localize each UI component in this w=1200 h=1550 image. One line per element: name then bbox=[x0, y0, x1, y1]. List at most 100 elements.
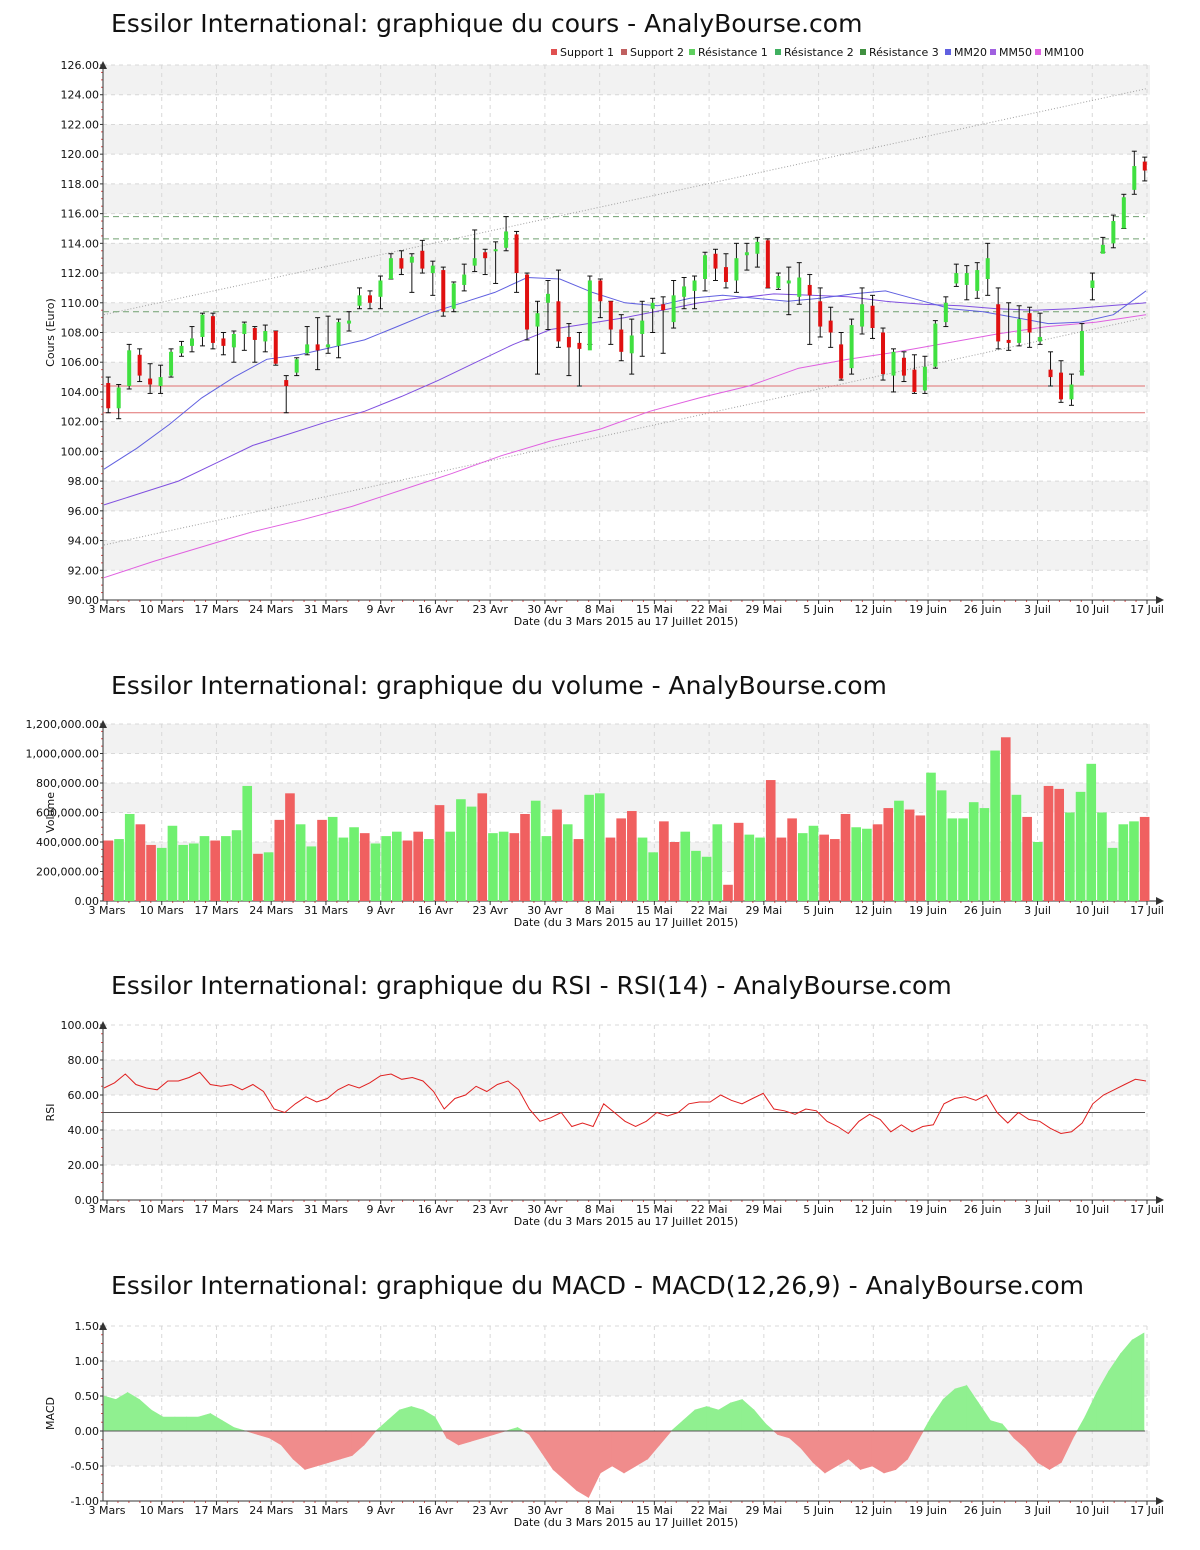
volume-bar bbox=[627, 811, 637, 901]
macd-area bbox=[954, 1385, 968, 1432]
macd-xtick-label: 31 Mars bbox=[304, 1504, 348, 1517]
macd-area bbox=[1131, 1332, 1145, 1432]
rsi-chart-title: Essilor International: graphique du RSI … bbox=[111, 971, 952, 1000]
candle-body bbox=[891, 351, 896, 376]
candle-body bbox=[284, 380, 289, 386]
price-xtick-label: 29 Mai bbox=[745, 603, 782, 616]
candle-body bbox=[1079, 331, 1084, 376]
candle-body bbox=[388, 258, 393, 279]
candle-body bbox=[828, 320, 833, 333]
price-xtick-label: 17 Mars bbox=[194, 603, 238, 616]
volume-x-axis-label: Date (du 3 Mars 2015 au 17 Juillet 2015) bbox=[514, 916, 738, 929]
candle-body bbox=[148, 378, 153, 385]
rsi-xtick-label: 23 Avr bbox=[472, 1203, 508, 1216]
candle-body bbox=[587, 280, 592, 351]
volume-bar bbox=[947, 818, 958, 901]
candle-body bbox=[849, 325, 854, 369]
trend-upper-line bbox=[103, 88, 1147, 316]
volume-xtick-label: 17 Mars bbox=[194, 904, 238, 917]
macd-xtick-label: 17 Juil bbox=[1130, 1504, 1164, 1517]
macd-area bbox=[718, 1402, 731, 1432]
volume-ytick-label: 600,000.00 bbox=[36, 807, 99, 820]
price-xtick-label: 24 Mars bbox=[249, 603, 293, 616]
price-xtick-label: 3 Juil bbox=[1024, 603, 1051, 616]
candle-body bbox=[807, 284, 812, 296]
macd-area bbox=[694, 1406, 708, 1432]
volume-bar bbox=[189, 843, 199, 901]
price-ytick-label: 96.00 bbox=[68, 505, 100, 518]
candle-body bbox=[786, 280, 791, 284]
volume-bar bbox=[1118, 824, 1129, 901]
macd-area bbox=[328, 1430, 341, 1463]
price-band bbox=[103, 362, 1150, 392]
candle-body bbox=[106, 383, 111, 409]
volume-bar bbox=[968, 802, 979, 901]
macd-area bbox=[552, 1430, 566, 1481]
price-ytick-label: 126.00 bbox=[61, 59, 100, 72]
volume-bar bbox=[1065, 812, 1075, 901]
volume-bar bbox=[701, 856, 712, 901]
volume-bar bbox=[370, 843, 381, 901]
candle-body bbox=[367, 295, 372, 303]
candle-body bbox=[504, 231, 509, 248]
candle-body bbox=[116, 387, 121, 409]
macd-area bbox=[623, 1430, 637, 1474]
volume-bar bbox=[1022, 816, 1032, 901]
price-band bbox=[103, 124, 1150, 155]
candle-body bbox=[577, 342, 582, 349]
price-ytick-label: 102.00 bbox=[61, 416, 100, 429]
volume-bar bbox=[456, 799, 466, 901]
rsi-x-axis-label: Date (du 3 Mars 2015 au 17 Juillet 2015) bbox=[514, 1215, 738, 1228]
volume-bar bbox=[648, 852, 659, 901]
macd-area bbox=[115, 1391, 128, 1432]
volume-bar bbox=[712, 824, 723, 901]
ma50-line bbox=[103, 293, 1147, 506]
candle-body bbox=[420, 250, 425, 269]
volume-xtick-label: 10 Juil bbox=[1075, 904, 1109, 917]
volume-bar bbox=[1097, 812, 1107, 901]
macd-area bbox=[990, 1420, 1003, 1432]
candle-body bbox=[1132, 166, 1137, 190]
price-band bbox=[103, 65, 1150, 95]
candle-body bbox=[158, 377, 163, 386]
volume-chart-title: Essilor International: graphique du volu… bbox=[111, 671, 887, 700]
candle-body bbox=[922, 366, 927, 391]
legend-swatch bbox=[1035, 49, 1041, 55]
volume-bar bbox=[1033, 842, 1043, 901]
legend-swatch bbox=[551, 49, 557, 55]
price-ytick-label: 116.00 bbox=[61, 208, 100, 221]
candle-body bbox=[996, 304, 1001, 342]
volume-xtick-label: 8 Mai bbox=[585, 904, 615, 917]
macd-area bbox=[186, 1416, 199, 1432]
volume-bar bbox=[915, 815, 926, 901]
volume-xtick-label: 17 Juil bbox=[1130, 904, 1164, 917]
volume-bar bbox=[210, 840, 220, 901]
volume-bar bbox=[274, 819, 285, 901]
volume-xtick-label: 10 Mars bbox=[140, 904, 184, 917]
macd-y-arrow bbox=[99, 1322, 107, 1330]
volume-bar bbox=[381, 836, 391, 901]
volume-bar bbox=[498, 831, 509, 901]
volume-xtick-label: 30 Avr bbox=[527, 904, 563, 917]
rsi-xtick-label: 17 Juil bbox=[1130, 1203, 1164, 1216]
candle-body bbox=[566, 336, 571, 348]
candle-body bbox=[933, 323, 938, 367]
legend-swatch bbox=[860, 49, 866, 55]
volume-bar bbox=[1011, 794, 1022, 901]
macd-xtick-label: 15 Mai bbox=[636, 1504, 673, 1517]
volume-y-arrow bbox=[99, 720, 107, 728]
rsi-y-arrow bbox=[99, 1021, 107, 1029]
price-xtick-label: 12 Juin bbox=[854, 603, 892, 616]
volume-bar bbox=[808, 825, 819, 901]
volume-bar bbox=[466, 806, 477, 901]
macd-area bbox=[1037, 1430, 1050, 1471]
candle-body bbox=[598, 280, 603, 302]
macd-x-arrow bbox=[1156, 1497, 1164, 1505]
candle-body bbox=[430, 265, 435, 274]
macd-area bbox=[340, 1430, 353, 1460]
macd-xtick-label: 9 Avr bbox=[366, 1504, 395, 1517]
candle-body bbox=[545, 293, 550, 303]
macd-area bbox=[741, 1398, 755, 1432]
rsi-ytick-label: 0.00 bbox=[75, 1194, 100, 1207]
volume-bar bbox=[584, 794, 594, 901]
